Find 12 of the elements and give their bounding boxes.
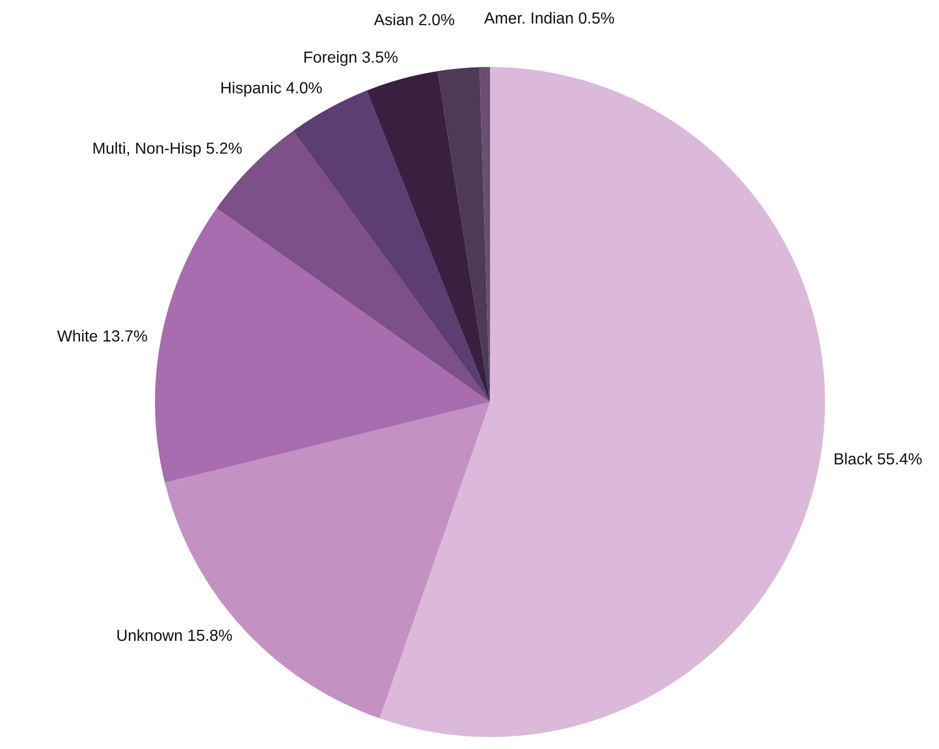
- slice-label: Multi, Non-Hisp 5.2%: [94, 142, 242, 157]
- pie-slice: [438, 67, 490, 402]
- pie-slice: [366, 71, 490, 402]
- slice-label: Black 55.4%: [834, 452, 922, 465]
- slice-label: Foreign 3.5%: [304, 51, 398, 66]
- slice-label: Unknown 15.8%: [117, 629, 232, 641]
- slice-label: White 13.7%: [57, 330, 148, 342]
- pie-slice: [380, 67, 825, 737]
- pie-slice: [155, 208, 490, 483]
- slice-label: Amer. Indian 0.5%: [484, 12, 614, 24]
- slice-label: Asian 2.0%: [374, 14, 454, 26]
- slice-label: Hispanic 4.0%: [222, 82, 322, 97]
